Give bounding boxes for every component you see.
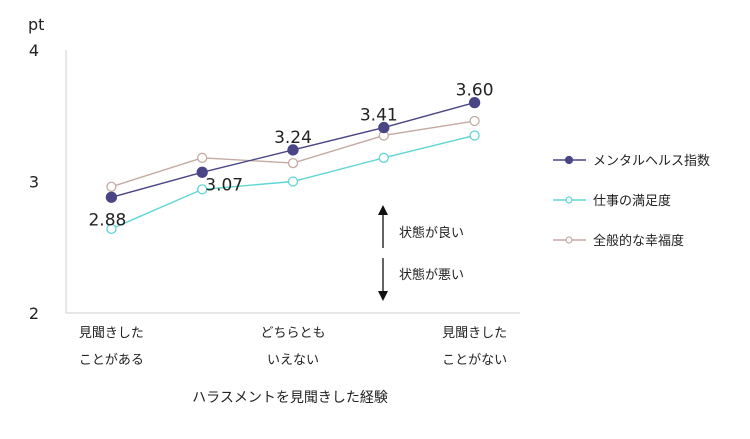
annotation-better: 状態が良い [399,225,464,241]
data-point [469,130,480,141]
data-label: 3.41 [360,106,398,126]
data-point [468,96,481,109]
data-point [287,176,299,187]
legend-marker [564,155,574,165]
x-tick-label: ことがない [442,353,507,368]
y-axis-unit: pt [28,15,44,34]
data-point [105,191,118,203]
data-point [197,152,208,163]
up-arrow-icon [378,205,388,215]
down-arrow-icon [378,291,388,301]
x-tick-label: 見聞きした [79,326,144,341]
data-point [469,115,480,127]
data-point [106,223,117,234]
data-point [106,181,117,192]
data-point [197,184,208,195]
legend-label: 仕事の満足度 [593,193,671,209]
series-layer [105,96,481,234]
data-label: 3.24 [274,128,312,148]
data-point [378,152,389,163]
x-axis-title: ハラスメントを見聞きした経験 [192,390,388,406]
legend-marker [565,196,573,204]
y-tick-label: 4 [29,41,39,60]
y-tick-label: 2 [29,304,39,323]
legend-label: 全般的な幸福度 [593,233,684,249]
data-point [378,121,390,134]
data-point [287,157,299,169]
x-tick-label: ことがある [79,353,144,368]
state-annotation: 状態が良い 状態が悪い [378,205,464,301]
y-tick-labels: 2 3 4 [29,41,39,323]
data-point [196,166,208,178]
annotation-worse: 状態が悪い [399,267,464,283]
y-tick-label: 3 [29,173,39,192]
x-tick-label: 見聞きした [442,326,507,341]
data-label: 3.60 [456,81,494,101]
data-label: 3.07 [205,175,243,195]
legend-marker [565,236,573,244]
data-labels: 2.88 3.07 3.24 3.41 3.60 [88,81,493,231]
legend-label: メンタルヘルス指数 [593,154,710,169]
data-label: 2.88 [88,210,126,230]
data-point [287,144,299,156]
x-tick-label: どちらとも [260,326,325,341]
x-tick-label: いえない [267,353,319,368]
